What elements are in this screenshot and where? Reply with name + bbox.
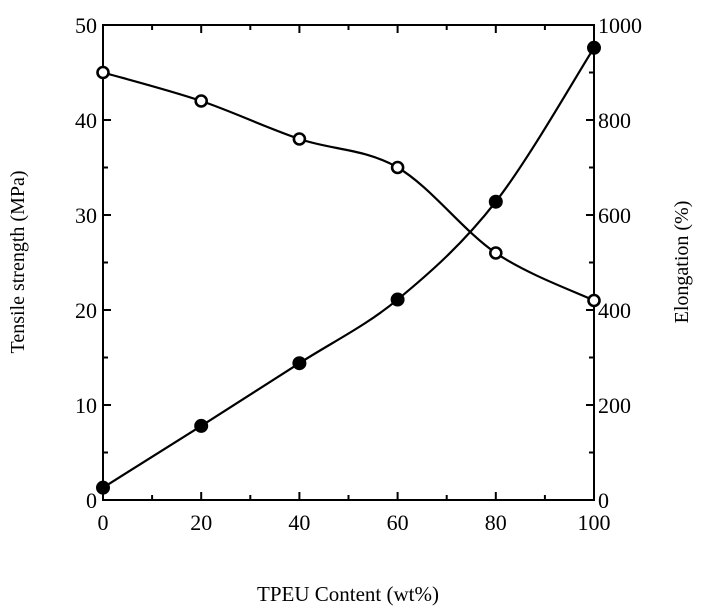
tensile-strength-point <box>195 419 208 432</box>
x-tick-labels: 0 20 40 60 80 100 <box>98 510 611 535</box>
y-tick-label: 0 <box>86 488 97 513</box>
series-markers <box>97 41 601 494</box>
elongation-point <box>589 295 600 306</box>
elongation-point <box>98 67 109 78</box>
x-axis-title: TPEU Content (wt%) <box>257 582 439 606</box>
ticks <box>103 25 594 500</box>
elongation-point <box>490 248 501 259</box>
x-tick-label: 100 <box>578 510 611 535</box>
x-tick-label: 20 <box>190 510 212 535</box>
tensile-strength-point <box>588 41 601 54</box>
y-axis-title: Tensile strength (MPa) <box>7 170 29 353</box>
tensile-strength-point <box>391 293 404 306</box>
elongation-line <box>103 73 594 301</box>
y-tick-label: 30 <box>75 203 97 228</box>
y2-tick-label: 600 <box>598 203 631 228</box>
plot-frame <box>103 25 594 500</box>
y2-tick-labels: 0 200 400 600 800 1000 <box>598 13 642 513</box>
y2-tick-label: 200 <box>598 393 631 418</box>
x-tick-label: 80 <box>485 510 507 535</box>
y-tick-labels: 0 10 20 30 40 50 <box>75 13 97 513</box>
y2-tick-label: 800 <box>598 108 631 133</box>
tensile-strength-point <box>97 481 110 494</box>
elongation-point <box>392 162 403 173</box>
y-tick-label: 40 <box>75 108 97 133</box>
tensile-strength-point <box>489 195 502 208</box>
y-tick-label: 50 <box>75 13 97 38</box>
y-tick-label: 10 <box>75 393 97 418</box>
x-tick-label: 0 <box>98 510 109 535</box>
x-tick-label: 60 <box>387 510 409 535</box>
elongation-point <box>196 96 207 107</box>
y-tick-label: 20 <box>75 298 97 323</box>
y2-tick-label: 400 <box>598 298 631 323</box>
elongation-point <box>294 134 305 145</box>
y2-tick-label: 1000 <box>598 13 642 38</box>
y2-tick-label: 0 <box>598 488 609 513</box>
y2-axis-title: Elongation (%) <box>671 201 693 324</box>
x-tick-label: 40 <box>288 510 310 535</box>
series-lines <box>103 48 594 488</box>
tensile-strength-point <box>293 357 306 370</box>
